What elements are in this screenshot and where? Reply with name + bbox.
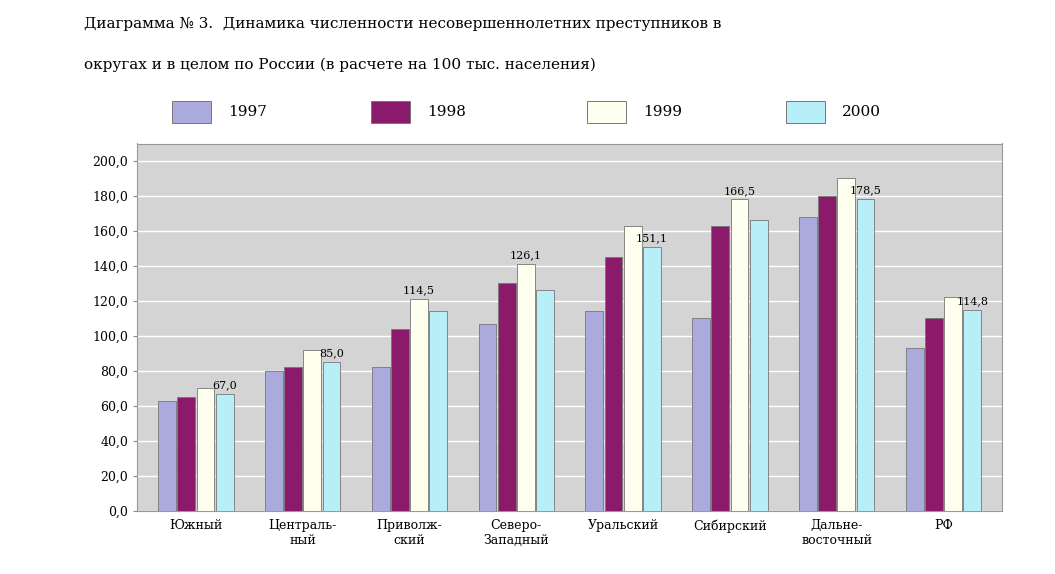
Bar	[692, 319, 710, 511]
Text: 178,5: 178,5	[849, 185, 882, 195]
Bar	[391, 329, 409, 511]
Text: 126,1: 126,1	[510, 251, 542, 261]
Bar	[410, 299, 428, 511]
Text: 1997: 1997	[228, 105, 267, 119]
Text: Диаграмма № 3.  Динамика численности несовершеннолетних преступников в: Диаграмма № 3. Динамика численности несо…	[84, 17, 722, 31]
Text: 2000: 2000	[842, 105, 881, 119]
Bar	[158, 401, 176, 511]
Bar	[196, 389, 214, 511]
Text: 114,5: 114,5	[403, 286, 435, 296]
Bar	[498, 284, 516, 511]
Bar	[906, 348, 923, 511]
Bar	[177, 397, 195, 511]
Bar	[586, 312, 603, 511]
Text: 151,1: 151,1	[636, 233, 668, 243]
FancyBboxPatch shape	[172, 101, 211, 122]
FancyBboxPatch shape	[370, 101, 409, 122]
Bar	[819, 196, 836, 511]
Bar	[730, 200, 748, 511]
Bar	[624, 226, 641, 511]
Text: 114,8: 114,8	[956, 297, 989, 307]
FancyBboxPatch shape	[786, 101, 825, 122]
Text: 85,0: 85,0	[319, 348, 344, 359]
Text: 1999: 1999	[644, 105, 683, 119]
Text: 166,5: 166,5	[724, 186, 755, 196]
Text: округах и в целом по России (в расчете на 100 тыс. населения): округах и в целом по России (в расчете н…	[84, 57, 596, 72]
Bar	[371, 367, 389, 511]
Bar	[925, 319, 943, 511]
Text: 67,0: 67,0	[212, 380, 237, 390]
Bar	[857, 199, 875, 511]
Bar	[799, 217, 817, 511]
Bar	[479, 324, 497, 511]
Bar	[429, 311, 447, 511]
Bar	[605, 257, 622, 511]
Bar	[750, 220, 768, 511]
Bar	[284, 367, 302, 511]
Text: 1998: 1998	[427, 105, 466, 119]
Bar	[323, 362, 341, 511]
Bar	[216, 394, 233, 511]
Bar	[517, 264, 535, 511]
Bar	[711, 226, 729, 511]
Bar	[304, 350, 321, 511]
Bar	[265, 371, 283, 511]
Bar	[838, 179, 856, 511]
Bar	[963, 310, 981, 511]
Bar	[642, 247, 660, 511]
Bar	[536, 290, 554, 511]
Bar	[944, 297, 962, 511]
FancyBboxPatch shape	[587, 101, 626, 122]
